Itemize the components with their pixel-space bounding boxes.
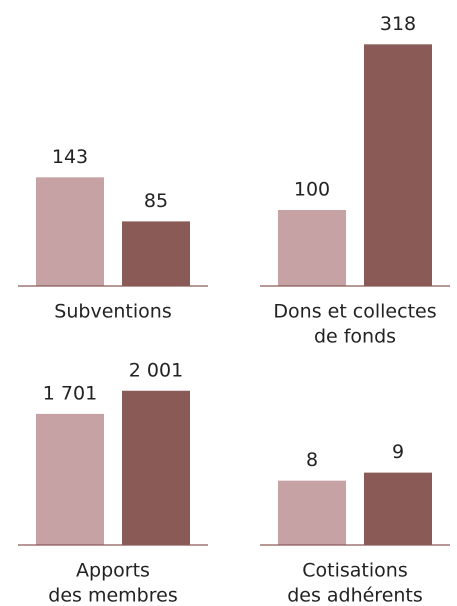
- panel-title: Cotisations: [302, 560, 407, 582]
- bar: [36, 413, 104, 545]
- panel-title: des membres: [48, 585, 177, 606]
- value-label: 9: [392, 441, 404, 463]
- bar: [122, 390, 190, 545]
- value-label: 318: [380, 13, 416, 35]
- bar: [122, 221, 190, 286]
- value-label: 1 701: [43, 382, 97, 404]
- panel-title: Subventions: [54, 301, 171, 323]
- panel-title: de fonds: [314, 326, 396, 348]
- bar: [278, 210, 346, 286]
- value-label: 85: [144, 190, 168, 212]
- value-label: 143: [52, 146, 88, 168]
- bar: [36, 177, 104, 286]
- value-label: 8: [306, 449, 318, 471]
- value-label: 100: [294, 179, 330, 201]
- value-label: 2 001: [129, 359, 183, 381]
- bar: [364, 472, 432, 545]
- panel-title: Dons et collectes: [273, 301, 436, 323]
- panel-title: des adhérents: [287, 585, 423, 606]
- panel-title: Apports: [76, 560, 150, 582]
- bar: [364, 44, 432, 286]
- bar: [278, 480, 346, 545]
